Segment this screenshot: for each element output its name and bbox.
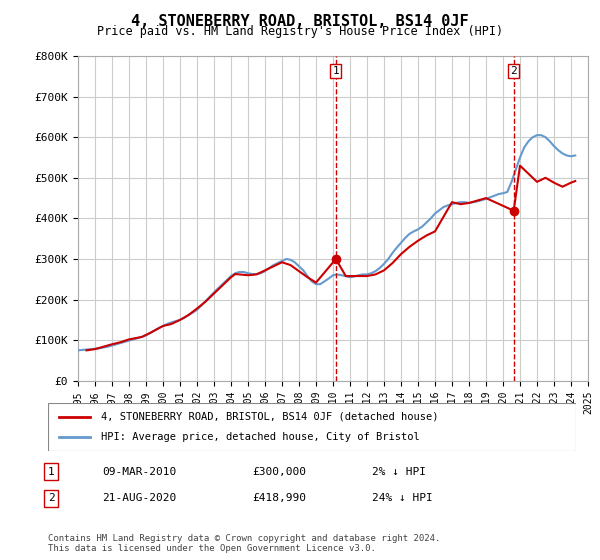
Text: 1: 1 — [332, 66, 339, 76]
Text: £300,000: £300,000 — [252, 466, 306, 477]
Text: 09-MAR-2010: 09-MAR-2010 — [102, 466, 176, 477]
FancyBboxPatch shape — [48, 403, 576, 451]
Text: 4, STONEBERRY ROAD, BRISTOL, BS14 0JF (detached house): 4, STONEBERRY ROAD, BRISTOL, BS14 0JF (d… — [101, 412, 438, 422]
Text: 21-AUG-2020: 21-AUG-2020 — [102, 493, 176, 503]
Text: 1: 1 — [47, 466, 55, 477]
Text: 4, STONEBERRY ROAD, BRISTOL, BS14 0JF: 4, STONEBERRY ROAD, BRISTOL, BS14 0JF — [131, 14, 469, 29]
Text: 2% ↓ HPI: 2% ↓ HPI — [372, 466, 426, 477]
Text: 2: 2 — [511, 66, 517, 76]
Text: Price paid vs. HM Land Registry's House Price Index (HPI): Price paid vs. HM Land Registry's House … — [97, 25, 503, 38]
Text: 24% ↓ HPI: 24% ↓ HPI — [372, 493, 433, 503]
Text: £418,990: £418,990 — [252, 493, 306, 503]
Text: HPI: Average price, detached house, City of Bristol: HPI: Average price, detached house, City… — [101, 432, 419, 442]
Text: Contains HM Land Registry data © Crown copyright and database right 2024.
This d: Contains HM Land Registry data © Crown c… — [48, 534, 440, 553]
Text: 2: 2 — [47, 493, 55, 503]
